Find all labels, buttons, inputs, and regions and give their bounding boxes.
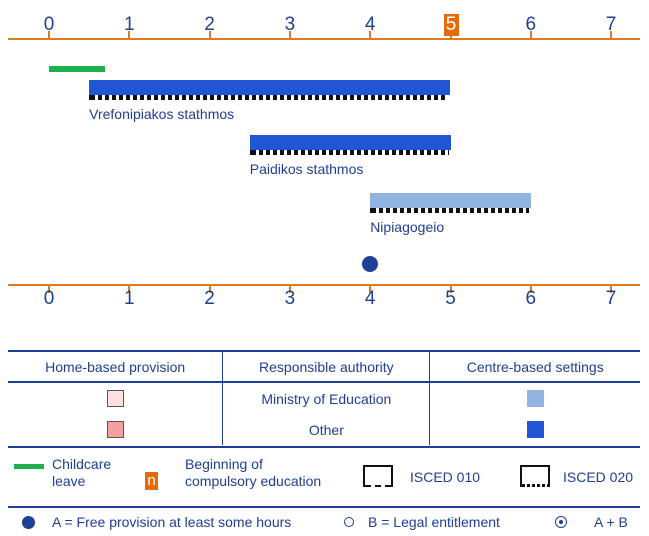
setting-bar: [249, 135, 451, 150]
axis-tick: [449, 284, 452, 293]
legend-authority-other: Other: [222, 414, 430, 445]
axis-tick-label: 2: [204, 288, 215, 309]
isced-marker: [89, 95, 449, 100]
legend-divider-1: [8, 446, 640, 448]
axis-tick: [48, 284, 50, 293]
axis-tick: [610, 284, 613, 293]
axis-tick-label: 3: [284, 288, 296, 309]
legend-header-authority: Responsible authority: [222, 350, 430, 383]
free-provision-icon: [22, 516, 35, 529]
axis-tick: [208, 284, 211, 293]
axis-tick-label: 1: [124, 14, 135, 35]
axis-tick-label: 2: [204, 14, 215, 35]
top-axis-line: [8, 38, 640, 40]
home-ministry-swatch: [106, 390, 124, 408]
legend-authority-ministry: Ministry of Education: [222, 382, 430, 414]
isced-marker: [249, 150, 449, 155]
axis-tick-label: 6: [525, 288, 537, 309]
both-icon: [555, 516, 567, 528]
legend-isced020-icon: [520, 465, 550, 487]
legend-row-ministry: Ministry of Education: [8, 382, 640, 414]
axis-tick-label: 0: [43, 288, 55, 309]
isced-marker: [370, 208, 529, 213]
legend-isced020-dashes: [522, 484, 548, 487]
axis-tick-label: 3: [284, 14, 296, 35]
axis-tick-label: 7: [605, 14, 617, 35]
legend-isced020-label: ISCED 020: [563, 469, 634, 485]
axis-tick-label: 7: [605, 288, 617, 309]
axis-tick: [529, 284, 532, 293]
axis-tick-label: 5: [443, 14, 459, 36]
legend-header-row: Home-based provision Responsible authori…: [8, 350, 640, 383]
legend-childcare-swatch: [14, 464, 44, 469]
legend-childcare-label: Childcare leave: [52, 456, 112, 489]
setting-label: Nipiagogeio: [370, 219, 445, 235]
axis-tick: [208, 31, 211, 40]
axis-tick: [48, 31, 50, 40]
axis-tick: [369, 31, 372, 40]
childcare-leave-bar: [49, 66, 106, 72]
legend-isced010-label: ISCED 010: [410, 469, 481, 485]
setting-bar: [89, 80, 451, 95]
axis-tick: [128, 31, 131, 40]
bottom-axis-line: [8, 284, 640, 286]
legend-compulsory-marker: n: [145, 472, 158, 490]
legend-isced010-dashes: [365, 485, 391, 487]
legend-divider-2: [8, 506, 640, 508]
axis-tick: [128, 284, 131, 293]
axis-tick: [288, 31, 291, 40]
both-label: A + B: [594, 514, 628, 530]
legend-header-centre: Centre-based settings: [429, 350, 640, 383]
legend-isced010-icon: [363, 465, 393, 487]
legend-row-other: Other: [8, 414, 640, 445]
axis-tick: [369, 284, 372, 293]
legend-header-home: Home-based provision: [8, 350, 223, 383]
centre-ministry-swatch: [526, 390, 544, 408]
legal-entitlement-label: B = Legal entitlement: [368, 514, 500, 530]
axis-tick-label: 5: [445, 288, 456, 309]
setting-label: Paidikos stathmos: [249, 161, 364, 177]
setting-label: Vrefonipiakos stathmos: [89, 106, 235, 122]
both-icon-dot: [558, 519, 563, 524]
legend-compulsory-label: Beginning of compulsory education: [185, 456, 322, 489]
legend-table: Home-based provision Responsible authori…: [8, 350, 640, 445]
axis-tick: [610, 31, 613, 40]
axis-tick: [288, 284, 291, 293]
free-provision-dot: [362, 256, 379, 272]
axis-tick-label: 6: [525, 14, 537, 35]
legal-entitlement-icon: [344, 517, 354, 527]
home-other-swatch: [106, 421, 124, 439]
axis-tick-label: 4: [364, 288, 376, 309]
axis-tick-label: 4: [364, 14, 376, 35]
centre-other-swatch: [526, 421, 544, 439]
free-provision-label: A = Free provision at least some hours: [52, 514, 292, 530]
axis-tick: [529, 31, 532, 40]
setting-bar: [370, 193, 531, 208]
axis-tick-label: 1: [124, 288, 135, 309]
axis-tick-label: 0: [43, 14, 55, 35]
